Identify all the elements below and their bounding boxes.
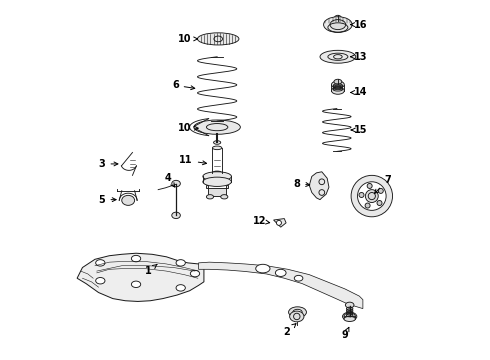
Ellipse shape xyxy=(330,19,346,30)
Ellipse shape xyxy=(320,50,356,63)
Ellipse shape xyxy=(172,180,180,187)
Ellipse shape xyxy=(323,17,352,32)
Ellipse shape xyxy=(293,309,302,315)
Text: 3: 3 xyxy=(99,159,118,169)
Ellipse shape xyxy=(190,270,199,277)
Text: 1: 1 xyxy=(145,264,157,276)
Polygon shape xyxy=(344,316,355,319)
Ellipse shape xyxy=(176,285,185,291)
Ellipse shape xyxy=(367,184,372,188)
Text: 7: 7 xyxy=(374,175,391,193)
Ellipse shape xyxy=(203,177,231,186)
Polygon shape xyxy=(198,262,363,309)
Ellipse shape xyxy=(365,203,370,208)
Polygon shape xyxy=(206,185,228,196)
Polygon shape xyxy=(77,253,204,301)
Ellipse shape xyxy=(96,260,105,266)
Text: 5: 5 xyxy=(99,195,116,204)
Text: 8: 8 xyxy=(294,179,310,189)
Ellipse shape xyxy=(214,141,220,144)
Text: 9: 9 xyxy=(342,327,349,341)
Text: 10: 10 xyxy=(177,34,197,44)
Ellipse shape xyxy=(334,15,342,21)
Ellipse shape xyxy=(331,87,344,94)
Ellipse shape xyxy=(289,307,306,318)
Text: 4: 4 xyxy=(165,173,175,187)
Text: 12: 12 xyxy=(252,216,270,226)
Ellipse shape xyxy=(331,81,344,88)
Ellipse shape xyxy=(203,172,231,181)
Ellipse shape xyxy=(220,195,228,199)
Ellipse shape xyxy=(346,314,353,319)
Ellipse shape xyxy=(344,316,355,321)
Ellipse shape xyxy=(378,188,383,193)
Ellipse shape xyxy=(276,220,281,225)
Ellipse shape xyxy=(256,264,270,273)
Ellipse shape xyxy=(377,201,382,206)
Text: 14: 14 xyxy=(351,87,368,98)
Ellipse shape xyxy=(294,275,303,281)
Ellipse shape xyxy=(172,212,180,219)
Ellipse shape xyxy=(213,146,222,150)
Polygon shape xyxy=(309,172,329,200)
Text: 11: 11 xyxy=(179,156,206,165)
Ellipse shape xyxy=(194,120,241,134)
Ellipse shape xyxy=(131,255,141,262)
Ellipse shape xyxy=(345,302,354,308)
Ellipse shape xyxy=(290,311,304,322)
Ellipse shape xyxy=(122,195,135,205)
Text: 6: 6 xyxy=(172,80,195,90)
Ellipse shape xyxy=(206,195,214,199)
Ellipse shape xyxy=(197,33,239,45)
Text: 2: 2 xyxy=(283,324,296,337)
Ellipse shape xyxy=(176,260,185,266)
Ellipse shape xyxy=(366,190,378,203)
Ellipse shape xyxy=(131,281,141,288)
Text: 16: 16 xyxy=(351,19,368,30)
Text: 15: 15 xyxy=(351,125,368,135)
Ellipse shape xyxy=(96,278,105,284)
Text: 10: 10 xyxy=(177,123,198,133)
Ellipse shape xyxy=(358,182,386,210)
Ellipse shape xyxy=(359,193,364,198)
Polygon shape xyxy=(273,219,286,227)
Ellipse shape xyxy=(343,312,357,321)
Ellipse shape xyxy=(275,269,286,276)
Ellipse shape xyxy=(351,175,392,217)
Ellipse shape xyxy=(213,171,222,175)
Ellipse shape xyxy=(344,313,355,320)
Text: 13: 13 xyxy=(351,52,368,62)
Ellipse shape xyxy=(334,79,342,84)
